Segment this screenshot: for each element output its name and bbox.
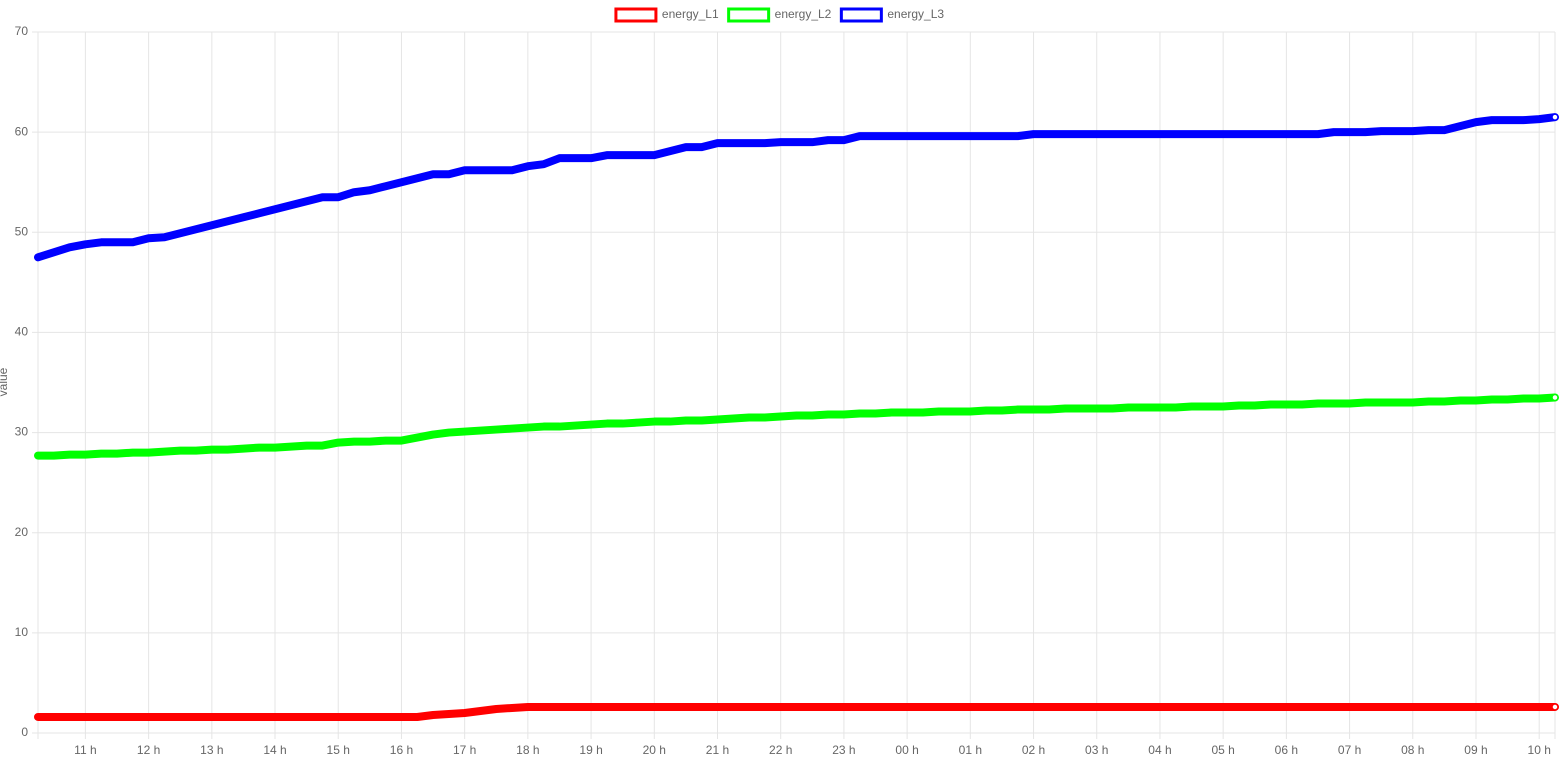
x-tick-label: 06 h — [1275, 743, 1298, 757]
series-line — [34, 702, 1559, 721]
series-line — [34, 113, 1559, 262]
x-tick-label: 12 h — [137, 743, 160, 757]
y-tick-label: 50 — [15, 224, 29, 238]
x-tick-label: 02 h — [1022, 743, 1045, 757]
y-tick-label: 40 — [15, 325, 29, 339]
x-tick-label: 05 h — [1211, 743, 1234, 757]
y-tick-label: 10 — [15, 625, 29, 639]
x-tick-label: 23 h — [832, 743, 855, 757]
y-tick-label: 70 — [15, 24, 29, 38]
legend-swatch — [614, 7, 658, 23]
y-tick-label: 0 — [21, 725, 28, 739]
x-tick-label: 07 h — [1338, 743, 1361, 757]
y-tick-label: 20 — [15, 525, 29, 539]
x-tick-label: 15 h — [327, 743, 350, 757]
legend: energy_L1 energy_L2 energy_L3 — [614, 7, 944, 23]
x-tick-label: 22 h — [769, 743, 792, 757]
legend-swatch — [727, 7, 771, 23]
x-tick-label: 03 h — [1085, 743, 1108, 757]
x-tick-label: 01 h — [959, 743, 982, 757]
legend-label: energy_L3 — [887, 7, 944, 21]
x-tick-label: 10 h — [1528, 743, 1551, 757]
y-tick-label: 30 — [15, 425, 29, 439]
x-tick-label: 16 h — [390, 743, 413, 757]
x-tick-label: 11 h — [74, 743, 96, 757]
legend-swatch — [839, 7, 883, 23]
end-point — [1551, 393, 1559, 402]
x-tick-label: 00 h — [895, 743, 918, 757]
x-tick-label: 19 h — [579, 743, 602, 757]
legend-label: energy_L2 — [775, 7, 832, 21]
x-tick-label: 08 h — [1401, 743, 1424, 757]
y-axis-label: value — [0, 367, 10, 396]
x-tick-label: 09 h — [1464, 743, 1487, 757]
series-line — [34, 393, 1559, 460]
y-tick-label: 60 — [15, 124, 29, 138]
end-point — [1551, 703, 1559, 711]
x-tick-label: 20 h — [643, 743, 666, 757]
end-point — [1551, 113, 1559, 121]
x-tick-label: 18 h — [516, 743, 539, 757]
legend-label: energy_L1 — [662, 7, 719, 21]
x-tick-label: 17 h — [453, 743, 476, 757]
x-tick-label: 14 h — [263, 743, 286, 757]
x-tick-label: 13 h — [200, 743, 223, 757]
x-tick-label: 04 h — [1148, 743, 1171, 757]
x-tick-label: 21 h — [706, 743, 729, 757]
